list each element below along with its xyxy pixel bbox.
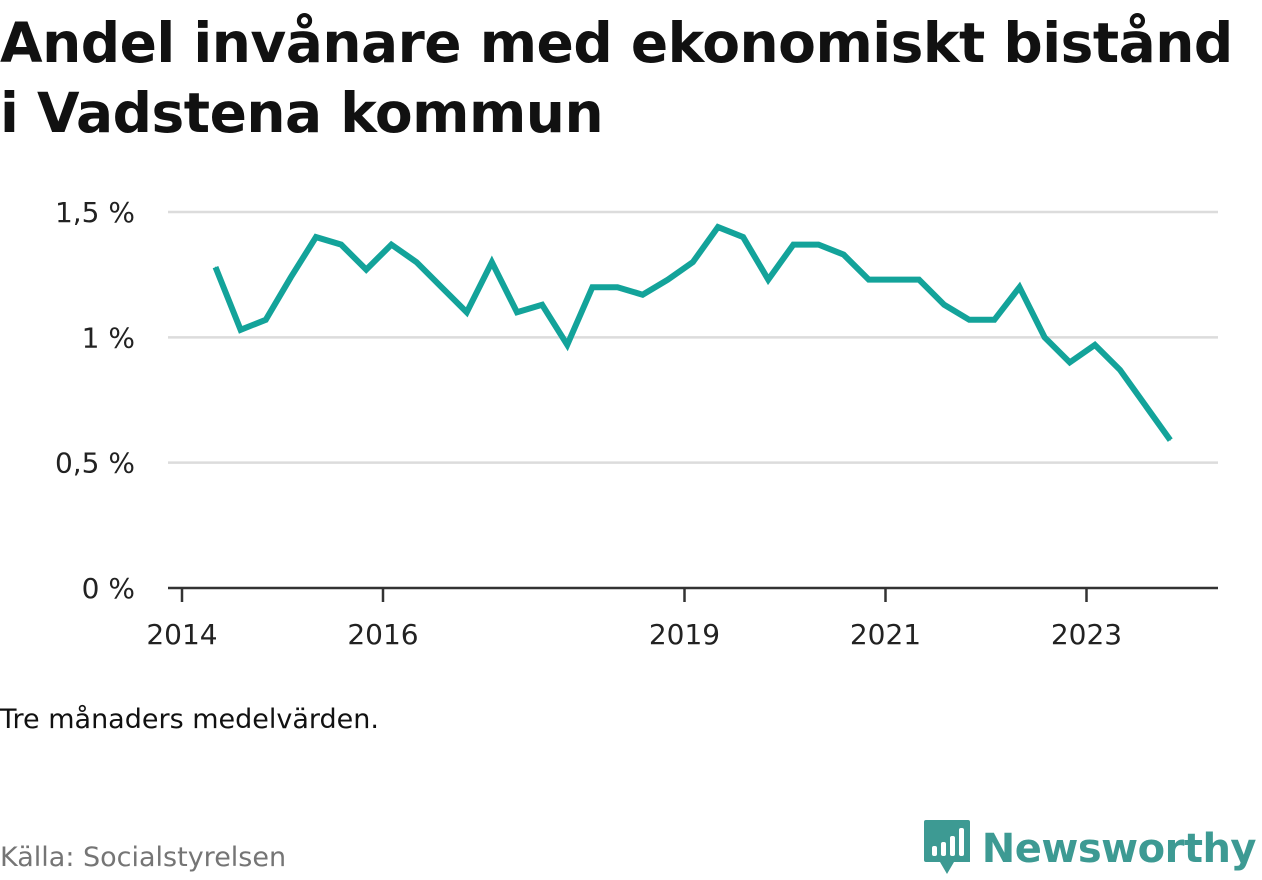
y-tick-label: 0 % xyxy=(82,572,135,605)
x-tick-label: 2014 xyxy=(146,618,217,651)
data-point xyxy=(441,286,443,288)
data-point xyxy=(642,294,644,296)
brand-name: Newsworthy xyxy=(981,826,1257,872)
data-point xyxy=(1044,336,1046,338)
data-point xyxy=(315,236,317,238)
chart-title: Andel invånare med ekonomiskt bistånd i … xyxy=(0,11,1233,145)
data-point xyxy=(717,226,719,228)
data-point xyxy=(1094,344,1096,346)
data-point xyxy=(617,286,618,288)
series-layer xyxy=(212,223,1173,442)
newsworthy-logo-icon xyxy=(922,818,972,880)
gridlines xyxy=(168,210,1218,464)
source-text: Källa: Socialstyrelsen xyxy=(0,842,287,873)
x-tick-label: 2021 xyxy=(850,618,921,651)
data-point xyxy=(893,279,895,281)
data-point xyxy=(416,261,417,263)
data-point xyxy=(566,344,568,346)
data-point xyxy=(767,279,769,281)
data-point xyxy=(1169,439,1171,441)
data-point xyxy=(667,279,669,281)
data-point xyxy=(943,304,945,306)
data-point xyxy=(818,244,819,246)
data-point xyxy=(918,279,920,281)
brand-logo[interactable]: Newsworthy xyxy=(922,818,1257,880)
data-point xyxy=(240,329,242,331)
data-point xyxy=(215,266,216,268)
series-line xyxy=(212,223,1173,442)
data-point xyxy=(340,244,342,246)
data-point xyxy=(591,286,593,288)
data-point xyxy=(843,254,845,256)
data-point xyxy=(868,279,870,281)
x-tick-label: 2016 xyxy=(347,618,418,651)
x-axis: 2014 2016 2019 2021 2023 xyxy=(146,586,1218,651)
data-point xyxy=(541,304,543,306)
data-point xyxy=(491,261,493,263)
chart-note: Tre månaders medelvärden. xyxy=(0,704,379,735)
y-tick-label: 1 % xyxy=(82,321,135,354)
x-tick-label: 2023 xyxy=(1051,618,1122,651)
data-point xyxy=(792,244,794,246)
data-point xyxy=(1144,404,1146,406)
data-point xyxy=(692,261,694,263)
data-point xyxy=(290,276,292,278)
data-point xyxy=(390,244,392,246)
data-point xyxy=(993,319,995,321)
data-point xyxy=(516,311,518,313)
data-point xyxy=(466,311,468,313)
data-point xyxy=(265,319,267,321)
y-axis-tick-labels: 0 % 0,5 % 1 % 1,5 % xyxy=(55,196,135,605)
y-tick-label: 1,5 % xyxy=(55,196,135,229)
data-point xyxy=(742,236,744,238)
data-point xyxy=(1019,286,1020,288)
line-chart: 0 % 0,5 % 1 % 1,5 % 2014 2016 2019 2021 2023 xyxy=(55,196,1218,651)
data-point xyxy=(365,269,367,271)
y-tick-label: 0,5 % xyxy=(55,447,135,480)
data-point xyxy=(1069,361,1071,363)
data-point xyxy=(1119,369,1121,371)
data-point xyxy=(968,319,970,321)
x-tick-label: 2019 xyxy=(649,618,720,651)
